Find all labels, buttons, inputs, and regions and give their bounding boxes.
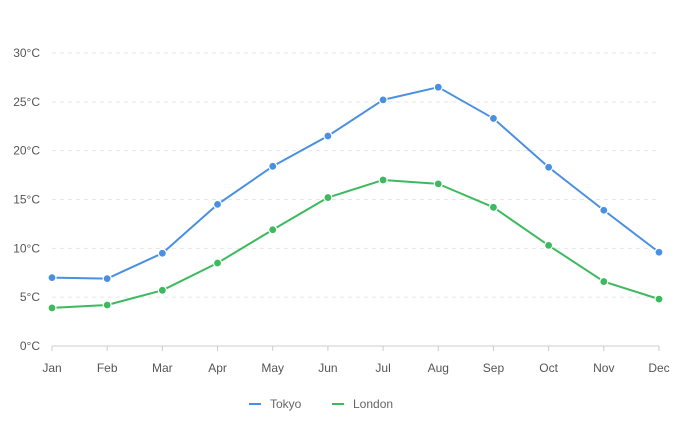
data-point-london xyxy=(157,285,167,295)
x-tick-label: Jun xyxy=(318,361,337,375)
data-point-london xyxy=(599,276,609,287)
data-points xyxy=(47,82,664,313)
y-tick-label: 15°C xyxy=(13,193,40,207)
data-point-tokyo xyxy=(323,131,333,141)
gridlines xyxy=(52,52,659,298)
x-tick-label: Jul xyxy=(375,361,390,375)
legend: Tokyo London xyxy=(249,397,393,411)
data-point-tokyo xyxy=(433,82,443,92)
data-point-tokyo xyxy=(47,273,57,283)
y-tick-label: 5°C xyxy=(20,290,40,304)
x-axis xyxy=(51,345,660,351)
x-tick-label: Nov xyxy=(593,361,614,375)
x-tick-label: May xyxy=(261,361,284,375)
data-point-tokyo xyxy=(654,247,664,257)
data-point-london xyxy=(488,202,499,212)
data-point-tokyo xyxy=(157,248,167,258)
x-tick-label: Oct xyxy=(539,361,558,375)
series-line-tokyo xyxy=(51,86,660,280)
data-point-tokyo xyxy=(488,113,499,124)
legend-label-tokyo: Tokyo xyxy=(270,397,302,411)
series-line-london xyxy=(51,178,660,309)
data-point-london xyxy=(378,175,388,185)
y-tick-label: 30°C xyxy=(13,46,40,60)
data-point-tokyo xyxy=(102,274,112,284)
y-tick-label: 20°C xyxy=(13,144,40,158)
y-tick-label: 0°C xyxy=(20,339,40,353)
data-point-tokyo xyxy=(599,205,609,215)
x-tick-label: Aug xyxy=(428,361,449,375)
data-point-london xyxy=(654,294,664,304)
x-tick-label: Apr xyxy=(208,361,227,375)
x-tick-label: Sep xyxy=(483,361,505,375)
data-point-london xyxy=(323,192,333,203)
x-tick-label: Mar xyxy=(152,361,173,375)
y-tick-label: 10°C xyxy=(13,241,40,255)
x-tick-label: Jan xyxy=(42,361,61,375)
data-point-tokyo xyxy=(268,161,278,171)
x-axis-tick-labels: Jan Feb Mar Apr May Jun Jul Aug Sep Oct Nov Dec xyxy=(42,361,669,375)
data-point-london xyxy=(212,258,223,268)
x-tick-label: Dec xyxy=(648,361,669,375)
data-point-tokyo xyxy=(378,95,388,105)
y-axis-tick-labels: 0°C 5°C 10°C 15°C 20°C 25°C 30°C xyxy=(13,46,40,353)
data-point-london xyxy=(544,240,554,251)
x-tick-label: Feb xyxy=(97,361,118,375)
data-point-london xyxy=(433,179,443,189)
series-lines xyxy=(51,86,660,309)
y-tick-label: 25°C xyxy=(13,95,40,109)
legend-label-london: London xyxy=(353,397,393,411)
data-point-london xyxy=(102,300,112,310)
data-point-tokyo xyxy=(212,199,223,209)
data-point-london xyxy=(47,303,57,313)
data-point-london xyxy=(268,225,278,235)
data-point-tokyo xyxy=(544,162,554,172)
